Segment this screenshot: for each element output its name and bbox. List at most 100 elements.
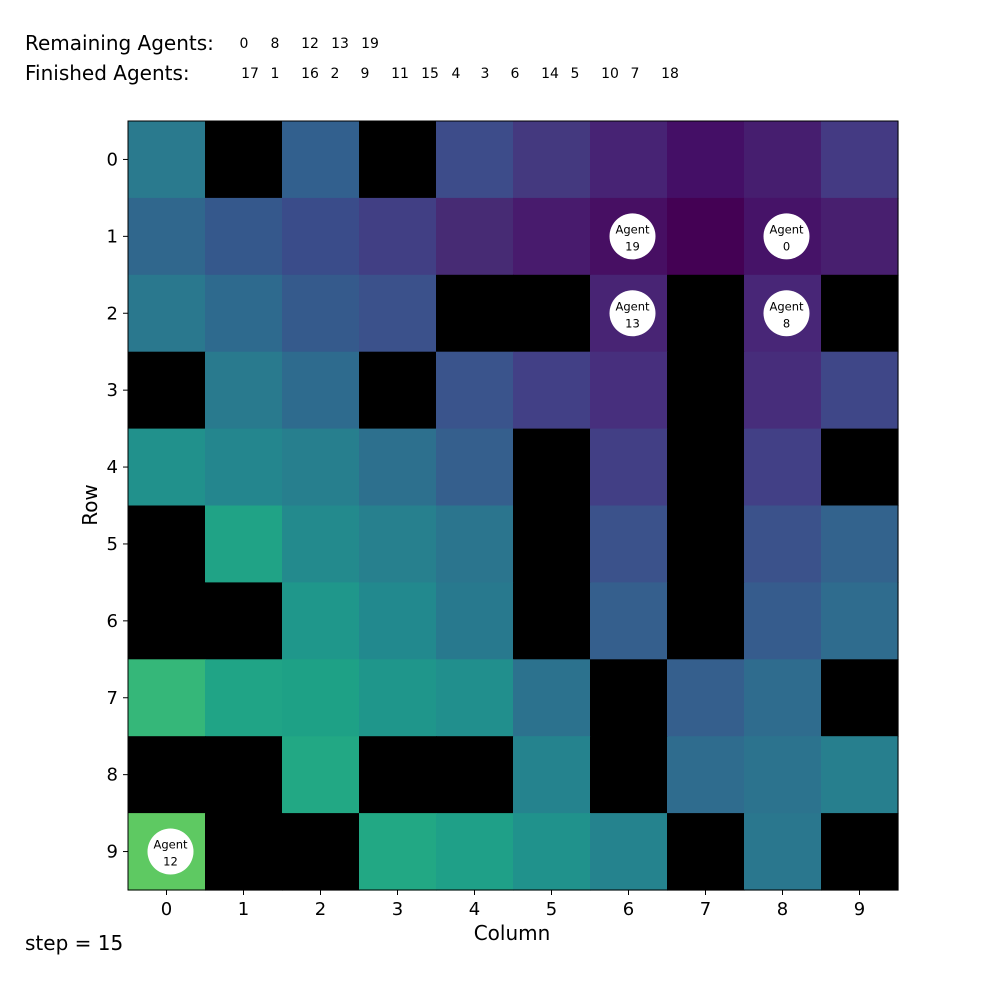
x-tick-label: 5 (546, 899, 557, 920)
grid-cell (513, 121, 591, 199)
grid-cell (744, 582, 822, 660)
obstacle-cell (205, 121, 283, 199)
grid-cell (359, 505, 437, 583)
obstacle-cell (821, 274, 899, 353)
obstacle-cell (513, 505, 591, 583)
obstacle-cell (436, 274, 514, 353)
grid-cell (821, 121, 899, 199)
agent-circle (609, 290, 656, 337)
grid-cell (821, 736, 899, 814)
grid-cell (513, 351, 591, 430)
remaining-agents-label: Remaining Agents: (25, 31, 214, 55)
y-axis-title: Row (78, 484, 102, 526)
grid-cell (821, 582, 899, 660)
obstacle-cell (667, 274, 745, 353)
agent-id: 12 (163, 855, 178, 869)
grid-cell (359, 274, 437, 353)
grid-cell (282, 197, 360, 276)
grid-cell (821, 505, 899, 583)
grid-cell (590, 428, 668, 507)
grid-cell (667, 121, 745, 199)
finished-agent-id: 11 (391, 66, 409, 82)
grid-cell (205, 428, 283, 507)
finished-agent-id: 2 (330, 66, 340, 82)
grid-cell (128, 121, 206, 199)
obstacle-cell (821, 813, 899, 891)
finished-agent-id: 4 (451, 66, 461, 82)
grid-cell (744, 736, 822, 814)
obstacle-cell (821, 659, 899, 737)
obstacle-cell (436, 736, 514, 814)
obstacle-cell (359, 351, 437, 430)
grid-cell (667, 197, 745, 276)
grid-cell (205, 659, 283, 737)
finished-agent-id: 14 (541, 66, 559, 82)
agent-id: 8 (783, 316, 790, 330)
agent-label: Agent (769, 222, 804, 236)
agent-circle (609, 213, 656, 260)
grid-cell (590, 121, 668, 199)
obstacle-cell (821, 428, 899, 507)
finished-agent-id: 5 (570, 66, 580, 82)
agent-marker: Agent 12 (147, 828, 194, 875)
remaining-agent-id: 13 (331, 36, 349, 52)
plot-frame (127, 120, 899, 891)
grid-cell (513, 659, 591, 737)
y-tick-label: 3 (107, 380, 118, 401)
x-tick-label: 6 (623, 899, 634, 920)
obstacle-cell (590, 659, 668, 737)
agent-label: Agent (615, 222, 650, 236)
grid-cell (436, 813, 514, 891)
grid-cell (282, 274, 360, 353)
y-tick-label: 5 (107, 534, 118, 555)
obstacle-cell (128, 736, 206, 814)
obstacle-cell (513, 428, 591, 507)
grid-cell (436, 659, 514, 737)
grid-cell (205, 274, 283, 353)
finished-agent-id: 6 (510, 66, 520, 82)
grid-cell (282, 659, 360, 737)
grid-cell (282, 121, 360, 199)
grid-cell (128, 659, 206, 737)
x-tick-label: 7 (700, 899, 711, 920)
obstacle-cell (205, 736, 283, 814)
x-tick-label: 9 (854, 899, 865, 920)
grid-cell (590, 813, 668, 891)
obstacle-cell (513, 582, 591, 660)
obstacle-cell (667, 428, 745, 507)
grid-cell (821, 351, 899, 430)
grid-cell (359, 659, 437, 737)
finished-agent-id: 16 (301, 66, 319, 82)
obstacle-cell (128, 351, 206, 430)
agent-id: 13 (625, 316, 640, 330)
finished-agent-id: 10 (601, 66, 619, 82)
y-tick-label: 7 (107, 688, 118, 709)
grid-cell (436, 505, 514, 583)
grid-cell (282, 582, 360, 660)
finished-agent-id: 17 (241, 66, 259, 82)
agent-marker: Agent 8 (763, 290, 810, 337)
agent-marker: Agent 13 (609, 290, 656, 337)
obstacle-cell (590, 736, 668, 814)
grid-cell (282, 351, 360, 430)
step-counter: step = 15 (25, 931, 124, 955)
agent-id: 19 (625, 239, 640, 253)
agent-label: Agent (615, 299, 650, 313)
finished-agent-id: 18 (661, 66, 679, 82)
grid-cell (359, 582, 437, 660)
grid-cell (359, 197, 437, 276)
grid-cell (359, 813, 437, 891)
remaining-agent-id: 19 (361, 36, 379, 52)
y-tick-label: 6 (107, 611, 118, 632)
y-tick-label: 9 (107, 842, 118, 863)
grid-cell (667, 736, 745, 814)
grid-cell (205, 505, 283, 583)
grid-cell (128, 197, 206, 276)
remaining-agent-id: 8 (270, 36, 280, 52)
agent-label: Agent (769, 299, 804, 313)
agent-marker: Agent 19 (609, 213, 656, 260)
obstacle-cell (282, 813, 360, 891)
y-tick-label: 8 (107, 765, 118, 786)
y-tick-label: 2 (107, 303, 118, 324)
grid-cell (128, 274, 206, 353)
